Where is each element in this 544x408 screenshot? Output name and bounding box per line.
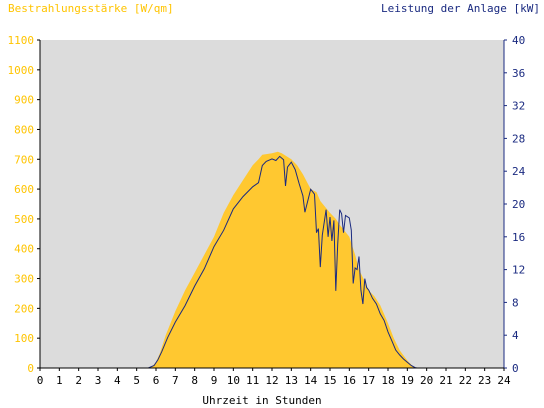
y-left-tick-label: 600 <box>14 183 34 196</box>
y-left-tick-label: 300 <box>14 273 34 286</box>
y-right-tick-label: 8 <box>512 296 519 309</box>
x-tick-label: 2 <box>75 374 82 387</box>
y-right-tick-label: 28 <box>512 132 525 145</box>
x-tick-label: 19 <box>401 374 414 387</box>
x-tick-label: 15 <box>323 374 336 387</box>
y-right-tick-label: 24 <box>512 165 526 178</box>
x-tick-label: 8 <box>191 374 198 387</box>
x-tick-label: 3 <box>95 374 102 387</box>
left-axis-title: Bestrahlungsstärke [W/qm] <box>8 2 174 15</box>
y-left-tick-label: 900 <box>14 94 34 107</box>
x-tick-label: 0 <box>37 374 44 387</box>
x-tick-label: 12 <box>265 374 278 387</box>
y-left-tick-label: 400 <box>14 243 34 256</box>
x-tick-label: 17 <box>362 374 375 387</box>
x-tick-label: 10 <box>227 374 240 387</box>
y-left-tick-label: 0 <box>27 362 34 375</box>
y-right-tick-label: 40 <box>512 34 525 47</box>
y-right-tick-label: 4 <box>512 329 519 342</box>
y-right-tick-label: 0 <box>512 362 519 375</box>
x-tick-label: 11 <box>246 374 259 387</box>
x-tick-label: 18 <box>381 374 394 387</box>
x-tick-label: 14 <box>304 374 318 387</box>
x-tick-label: 5 <box>133 374 140 387</box>
y-left-tick-label: 700 <box>14 153 34 166</box>
y-left-tick-label: 1000 <box>8 64 35 77</box>
y-right-tick-label: 20 <box>512 198 525 211</box>
x-tick-label: 6 <box>153 374 160 387</box>
x-tick-label: 13 <box>285 374 298 387</box>
y-right-tick-label: 12 <box>512 264 525 277</box>
y-left-tick-label: 1100 <box>8 34 35 47</box>
x-tick-label: 7 <box>172 374 179 387</box>
y-left-tick-label: 800 <box>14 123 34 136</box>
y-right-tick-label: 36 <box>512 67 525 80</box>
y-left-tick-label: 200 <box>14 302 34 315</box>
y-right-tick-label: 16 <box>512 231 525 244</box>
y-right-tick-label: 32 <box>512 100 525 113</box>
y-left-tick-label: 100 <box>14 332 34 345</box>
y-left-tick-label: 500 <box>14 213 34 226</box>
x-tick-label: 4 <box>114 374 121 387</box>
x-tick-label: 24 <box>497 374 511 387</box>
irradiance-area <box>40 151 504 368</box>
x-tick-label: 21 <box>439 374 452 387</box>
x-tick-label: 16 <box>343 374 356 387</box>
x-tick-label: 1 <box>56 374 63 387</box>
axis-ticks: 0100200300400500600700800900100011000481… <box>8 34 526 387</box>
right-axis-title: Leistung der Anlage [kW] <box>381 2 540 15</box>
x-tick-label: 9 <box>211 374 218 387</box>
x-tick-label: 22 <box>459 374 472 387</box>
power-line <box>40 155 504 369</box>
x-tick-label: 20 <box>420 374 433 387</box>
x-tick-label: 23 <box>478 374 491 387</box>
x-axis-title: Uhrzeit in Stunden <box>202 394 321 407</box>
